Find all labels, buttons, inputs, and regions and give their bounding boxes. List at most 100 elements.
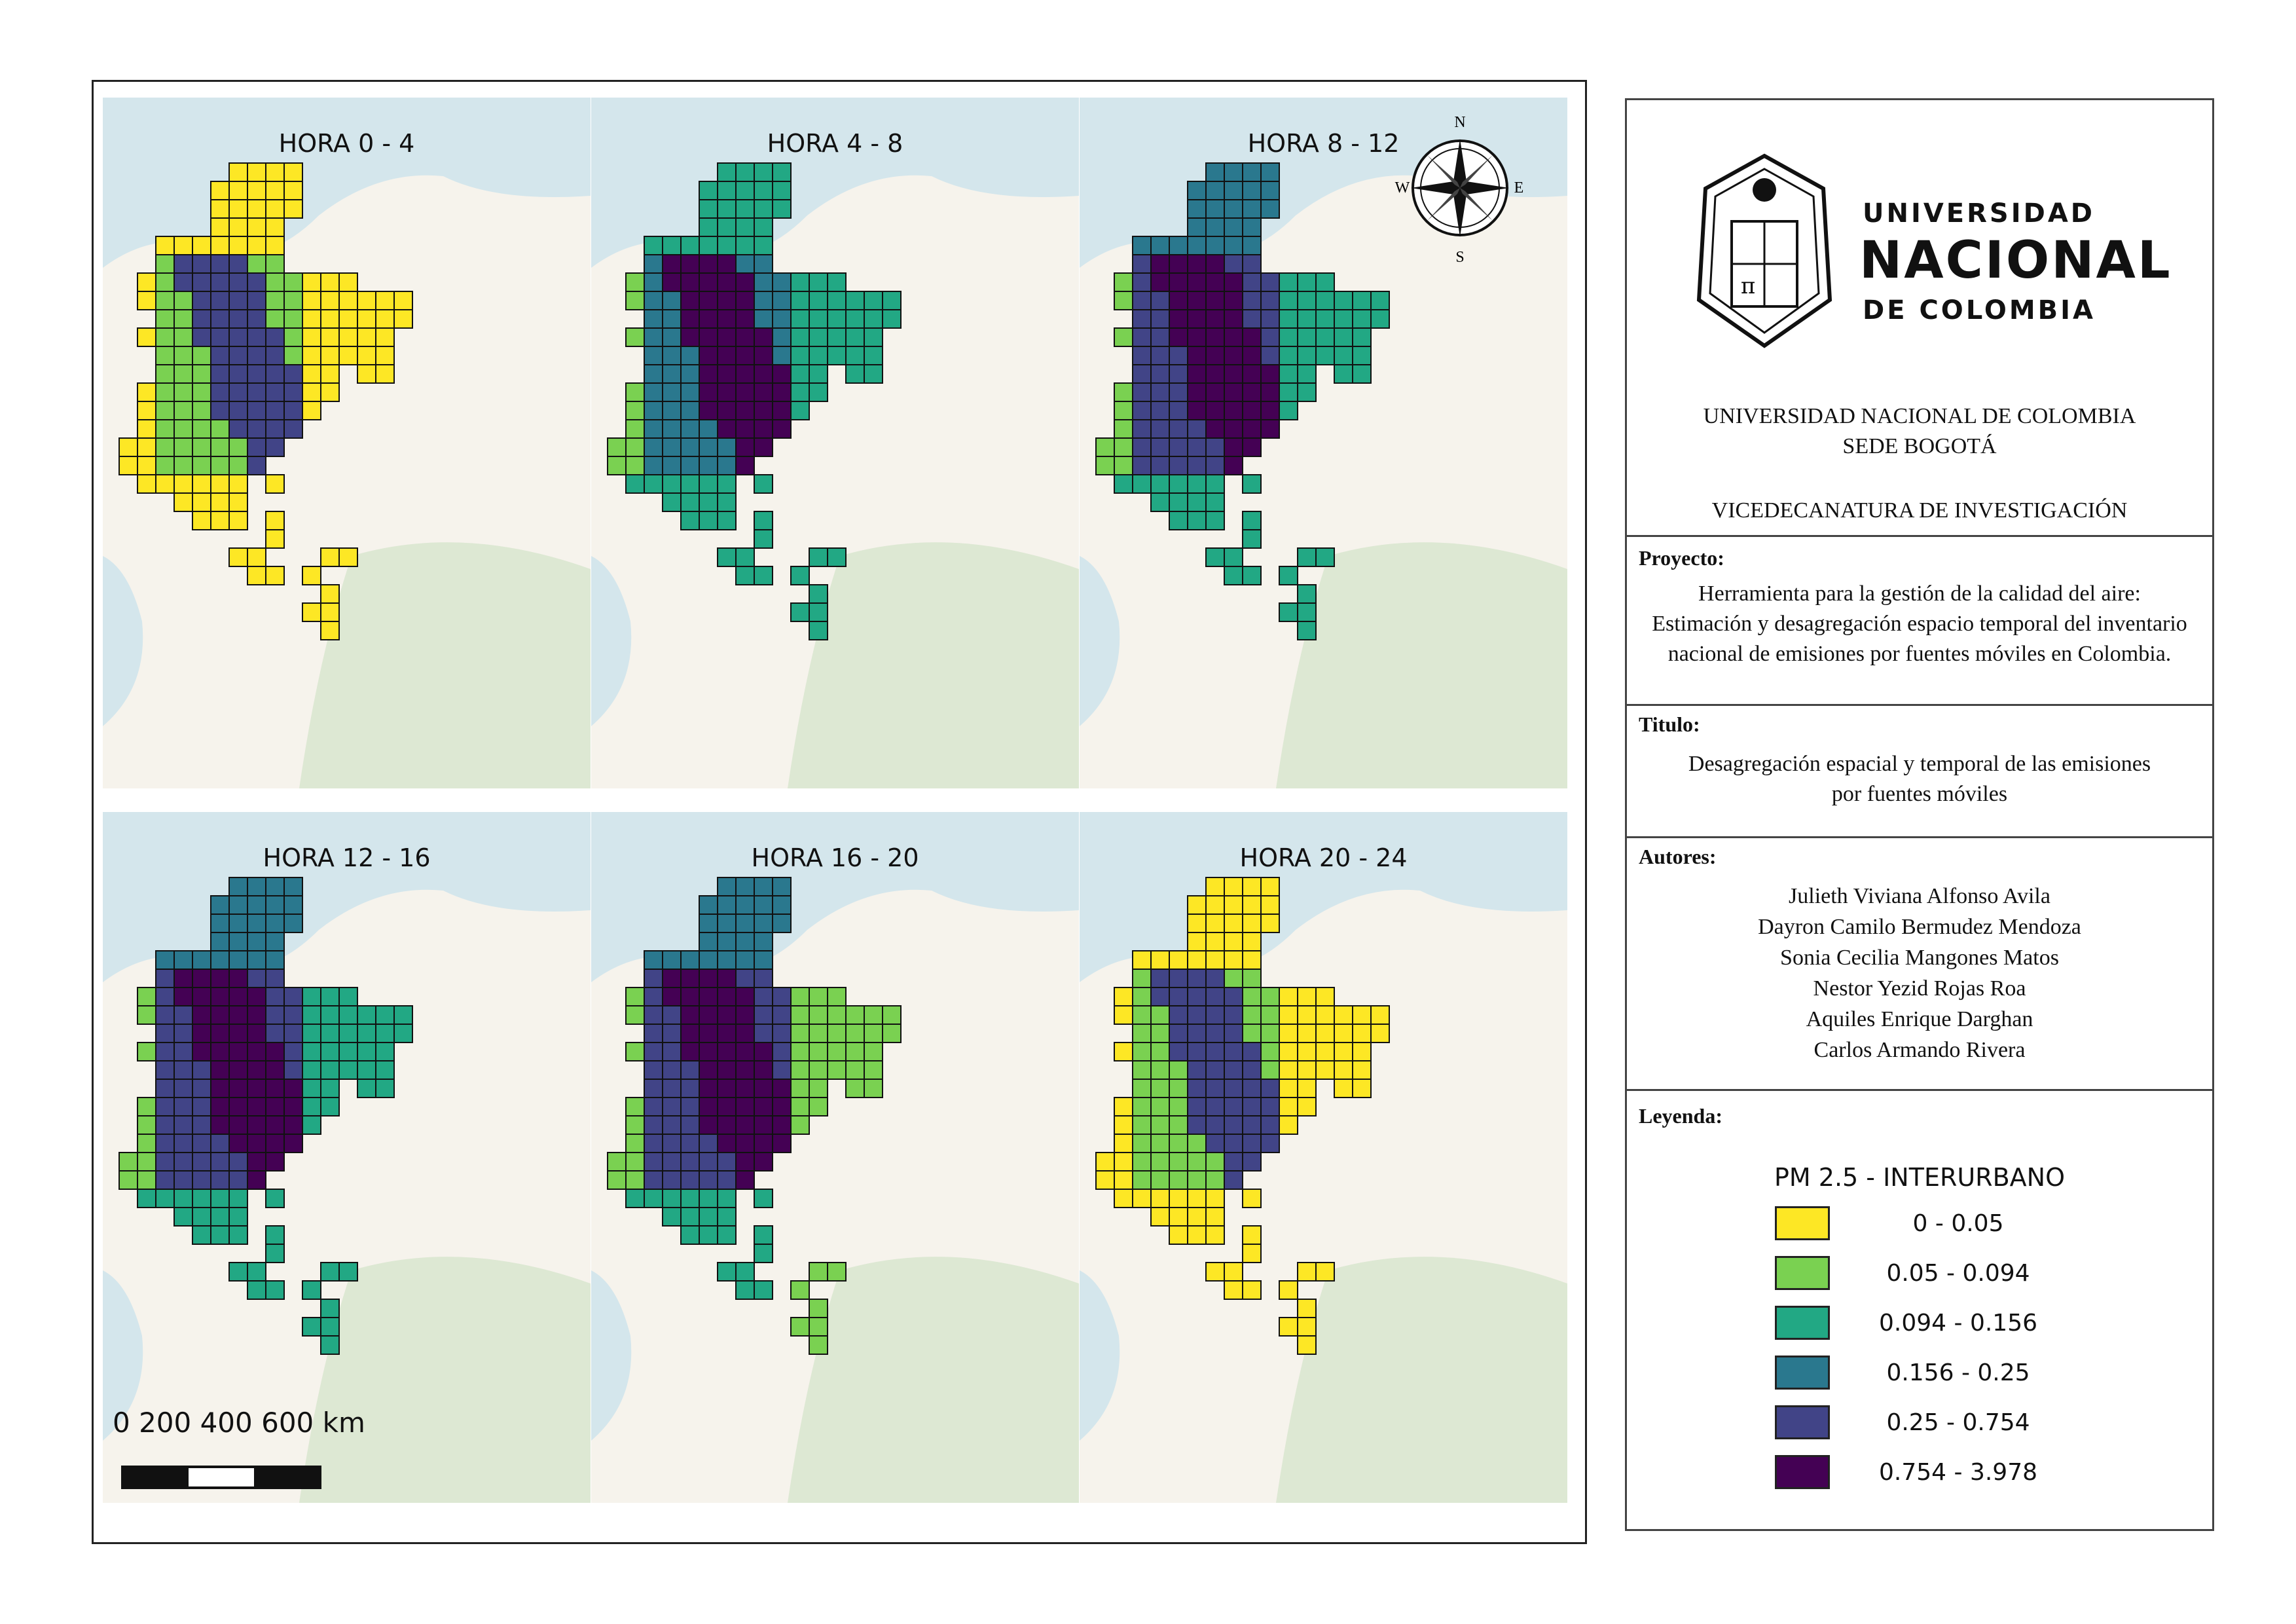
grid-cell xyxy=(1132,1152,1152,1172)
grid-cell xyxy=(1297,291,1317,310)
grid-cell xyxy=(735,456,755,475)
grid-cell xyxy=(1242,162,1262,182)
grid-cell xyxy=(809,1079,828,1098)
grid-cell xyxy=(1297,1024,1317,1043)
grid-cell xyxy=(699,181,718,200)
grid-cell xyxy=(1205,382,1225,402)
grid-cell xyxy=(137,474,156,494)
grid-cell xyxy=(265,401,285,420)
grid-cell xyxy=(283,913,303,933)
grid-cell xyxy=(644,950,663,970)
grid-cell xyxy=(1187,327,1207,347)
grid-cell xyxy=(1242,382,1262,402)
grid-cell xyxy=(717,895,737,915)
project-label: Proyecto: xyxy=(1639,546,1724,570)
grid-cell xyxy=(265,1189,285,1208)
grid-cell xyxy=(790,401,810,420)
grid-cell xyxy=(265,236,285,255)
author-3: Sonia Cecilia Mangones Matos xyxy=(1780,946,2059,970)
grid-cell xyxy=(754,419,773,439)
grid-cell xyxy=(192,309,211,329)
grid-cell xyxy=(283,199,303,219)
grid-cell xyxy=(192,1024,211,1043)
grid-cell xyxy=(717,1225,737,1245)
grid-cell xyxy=(662,401,682,420)
grid-cell xyxy=(265,437,285,457)
grid-cell xyxy=(1352,364,1372,384)
grid-cell xyxy=(210,217,230,237)
grid-cell xyxy=(302,1060,321,1080)
grid-cell xyxy=(809,1335,828,1355)
grid-cell xyxy=(1187,217,1207,237)
grid-cell xyxy=(1187,346,1207,365)
grid-cell xyxy=(754,346,773,365)
university-name-line2: NACIONAL xyxy=(1859,231,2172,290)
grid-cell xyxy=(1169,969,1188,988)
grid-cell xyxy=(137,382,156,402)
grid-cell xyxy=(1132,1060,1152,1080)
grid-cell xyxy=(1187,291,1207,310)
grid-cell xyxy=(809,584,828,604)
legend-item-label: 0.25 - 0.754 xyxy=(1886,1409,2030,1436)
grid-cell xyxy=(827,346,847,365)
grid-cell xyxy=(1205,327,1225,347)
grid-cell xyxy=(864,346,883,365)
grid-cell xyxy=(754,1134,773,1153)
grid-cell xyxy=(644,1115,663,1135)
grid-cell xyxy=(247,877,266,896)
map-panel-hora-16-20: HORA 16 - 20 xyxy=(591,812,1079,1503)
grid-cell xyxy=(247,401,266,420)
grid-cell xyxy=(137,1097,156,1116)
grid-cell xyxy=(1132,1005,1152,1025)
grid-cell xyxy=(155,1189,175,1208)
map-svg xyxy=(103,98,591,788)
grid-cell xyxy=(754,913,773,933)
grid-cell xyxy=(1169,1079,1188,1098)
grid-cell xyxy=(1260,1134,1280,1153)
grid-cell xyxy=(1132,987,1152,1006)
grid-cell xyxy=(772,1097,792,1116)
grid-cell xyxy=(320,602,340,622)
grid-cell xyxy=(644,987,663,1006)
grid-cell xyxy=(644,419,663,439)
grid-cell xyxy=(1352,309,1372,329)
grid-cell xyxy=(1187,1115,1207,1135)
grid-cell xyxy=(1187,1207,1207,1227)
grid-cell xyxy=(1279,364,1298,384)
grid-cell xyxy=(680,236,700,255)
grid-cell xyxy=(357,1042,376,1061)
compass-rose-icon: N S E W xyxy=(1395,114,1524,263)
grid-cell xyxy=(717,1134,737,1153)
grid-cell xyxy=(662,1115,682,1135)
grid-cell xyxy=(1205,346,1225,365)
grid-cell xyxy=(644,1170,663,1190)
grid-cell xyxy=(809,309,828,329)
grid-cell xyxy=(772,327,792,347)
grid-cell xyxy=(1169,364,1188,384)
grid-cell xyxy=(228,1262,248,1282)
grid-cell xyxy=(283,877,303,896)
grid-cell xyxy=(717,969,737,988)
grid-cell xyxy=(882,1005,902,1025)
grid-cell xyxy=(1334,1079,1353,1098)
autores-label: Autores: xyxy=(1639,845,1717,868)
grid-cell xyxy=(155,1097,175,1116)
autores-section: Autores: Julieth Viviana Alfonso Avila D… xyxy=(1627,836,2212,1062)
grid-cell xyxy=(1260,364,1280,384)
grid-cell xyxy=(1260,1097,1280,1116)
grid-cell xyxy=(1205,181,1225,200)
grid-cell xyxy=(210,1189,230,1208)
grid-cell xyxy=(173,272,193,292)
grid-cell xyxy=(192,437,211,457)
grid-cell xyxy=(699,1115,718,1135)
grid-cell xyxy=(247,566,266,585)
grid-cell xyxy=(735,162,755,182)
grid-cell xyxy=(173,1115,193,1135)
grid-cell xyxy=(265,327,285,347)
grid-cell xyxy=(1132,950,1152,970)
grid-cell xyxy=(1187,254,1207,274)
grid-cell xyxy=(247,1134,266,1153)
grid-cell xyxy=(1205,1024,1225,1043)
grid-cell xyxy=(302,1079,321,1098)
grid-cell xyxy=(1297,382,1317,402)
